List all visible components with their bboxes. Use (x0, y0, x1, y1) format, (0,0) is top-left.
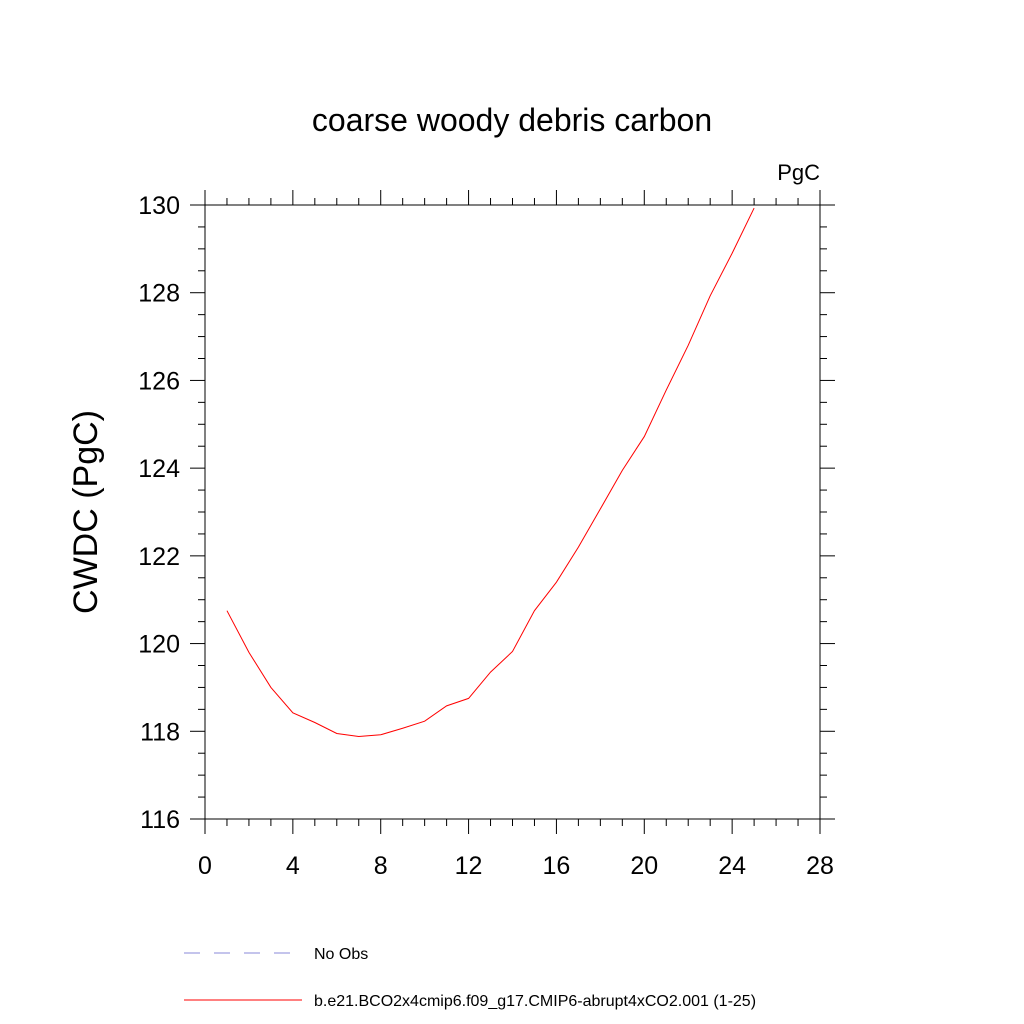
x-tick-label: 16 (543, 852, 571, 880)
y-tick-label: 128 (138, 280, 180, 308)
y-axis-label: CWDC (PgC) (67, 410, 105, 614)
plot-frame (204, 204, 821, 820)
x-tick-label: 24 (718, 852, 746, 880)
y-tick-label: 126 (138, 367, 180, 395)
x-tick-label: 4 (286, 852, 300, 880)
x-tick-label: 0 (198, 852, 212, 880)
series-line (226, 207, 755, 738)
x-tick-label: 20 (630, 852, 658, 880)
y-tick-label: 124 (138, 455, 180, 483)
x-tick-label: 8 (374, 852, 388, 880)
series-layer (226, 207, 755, 738)
chart-title: coarse woody debris carbon (312, 102, 712, 138)
y-tick-label: 116 (140, 806, 180, 834)
y-tick-label: 120 (138, 631, 180, 659)
legend: No Obs b.e21.BCO2x4cmip6.f09_g17.CMIP6-ab… (184, 946, 756, 1010)
x-tick-label: 28 (806, 852, 834, 880)
legend-label: b.e21.BCO2x4cmip6.f09_g17.CMIP6-abrupt4x… (314, 993, 756, 1010)
y-tick-label: 122 (138, 543, 180, 571)
y-tick-label: 130 (138, 192, 180, 220)
units-label: PgC (777, 160, 820, 185)
y-tick-label: 118 (140, 718, 180, 746)
legend-label: No Obs (314, 946, 368, 963)
x-tick-label: 12 (455, 852, 483, 880)
axis-ticks: 0 4 8 12 16 20 24 28 116 118 120 122 124 126 128 130 (138, 190, 835, 880)
